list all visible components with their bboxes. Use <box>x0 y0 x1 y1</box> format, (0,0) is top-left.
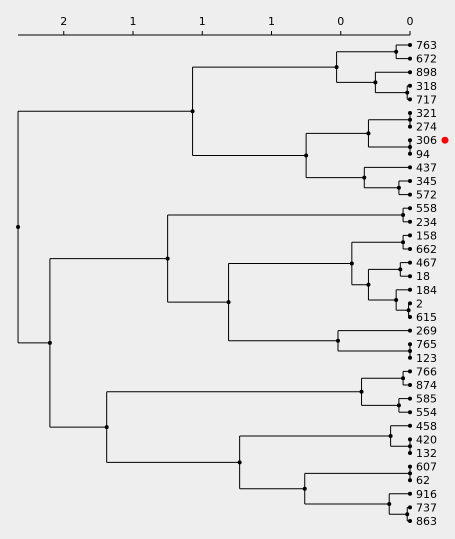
leaf-label: 2 <box>416 297 423 310</box>
leaf-label: 898 <box>416 66 437 79</box>
leaf-label: 458 <box>416 420 437 433</box>
leaf-label: 158 <box>416 229 437 242</box>
leaf-label: 321 <box>416 107 437 120</box>
leaf-label: 874 <box>416 379 437 392</box>
leaf-label: 572 <box>416 189 437 202</box>
axis-tick-label: 1 <box>199 15 206 28</box>
leaf-label: 420 <box>416 433 437 446</box>
leaf-label: 62 <box>416 474 430 487</box>
leaf-label: 94 <box>416 148 430 161</box>
leaf-label: 766 <box>416 365 437 378</box>
leaf-label: 672 <box>416 53 437 66</box>
leaf-label: 662 <box>416 243 437 256</box>
leaf-label: 737 <box>416 501 437 514</box>
axis-tick-label: 0 <box>407 15 414 28</box>
leaf-label: 763 <box>416 39 437 52</box>
leaf-label: 132 <box>416 447 437 460</box>
leaf-label: 607 <box>416 461 437 474</box>
axis-tick-label: 2 <box>60 15 67 28</box>
leaf-label: 717 <box>416 93 437 106</box>
leaf-label: 123 <box>416 352 437 365</box>
axis-tick-label: 1 <box>130 15 137 28</box>
leaf-label: 184 <box>416 284 437 297</box>
leaf-label: 863 <box>416 515 437 528</box>
leaf-label: 234 <box>416 216 437 229</box>
leaf-label: 558 <box>416 202 437 215</box>
axis-tick-label: 1 <box>268 15 275 28</box>
axis-tick-label: 0 <box>337 15 344 28</box>
leaf-label: 916 <box>416 488 437 501</box>
leaf-label: 554 <box>416 406 437 419</box>
leaf-label: 345 <box>416 175 437 188</box>
leaf-label: 306 <box>416 134 437 147</box>
leaf-label: 269 <box>416 325 437 338</box>
leaf-label: 318 <box>416 80 437 93</box>
leaf-label: 765 <box>416 338 437 351</box>
leaf-label: 615 <box>416 311 437 324</box>
selection-marker <box>442 137 449 144</box>
leaf-label: 18 <box>416 270 430 283</box>
leaf-label: 274 <box>416 121 437 134</box>
leaf-label: 585 <box>416 393 437 406</box>
cluster-node <box>16 225 20 229</box>
leaf-label: 467 <box>416 257 437 270</box>
leaf-label: 437 <box>416 161 437 174</box>
